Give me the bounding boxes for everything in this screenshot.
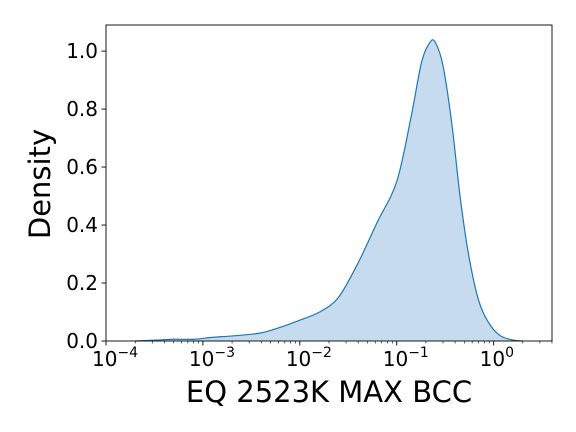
x-tick-label: 10−3 (189, 345, 235, 371)
x-tick-label: 10−2 (286, 345, 332, 371)
y-tick-label: 0.2 (66, 271, 98, 295)
y-tick-label: 0.6 (66, 155, 98, 179)
axes-frame (106, 25, 552, 341)
plot-area (135, 40, 523, 341)
y-axis-label: Density (23, 129, 57, 239)
x-tick-label: 100 (480, 345, 514, 371)
y-tick-label: 0.4 (66, 213, 98, 237)
y-tick-label: 0.8 (66, 97, 98, 121)
density-fill (135, 40, 523, 341)
x-axis-label: EQ 2523K MAX BCC (186, 375, 472, 409)
x-tick-label: 10−1 (383, 345, 429, 371)
x-axis: 10−4 10−3 10−2 10−1 100 (92, 341, 552, 371)
y-tick-label: 0.0 (66, 329, 98, 353)
y-axis: 0.0 0.2 0.4 0.6 0.8 1.0 (66, 39, 106, 353)
y-tick-label: 1.0 (66, 39, 98, 63)
x-tick-label: 10−4 (92, 345, 138, 371)
